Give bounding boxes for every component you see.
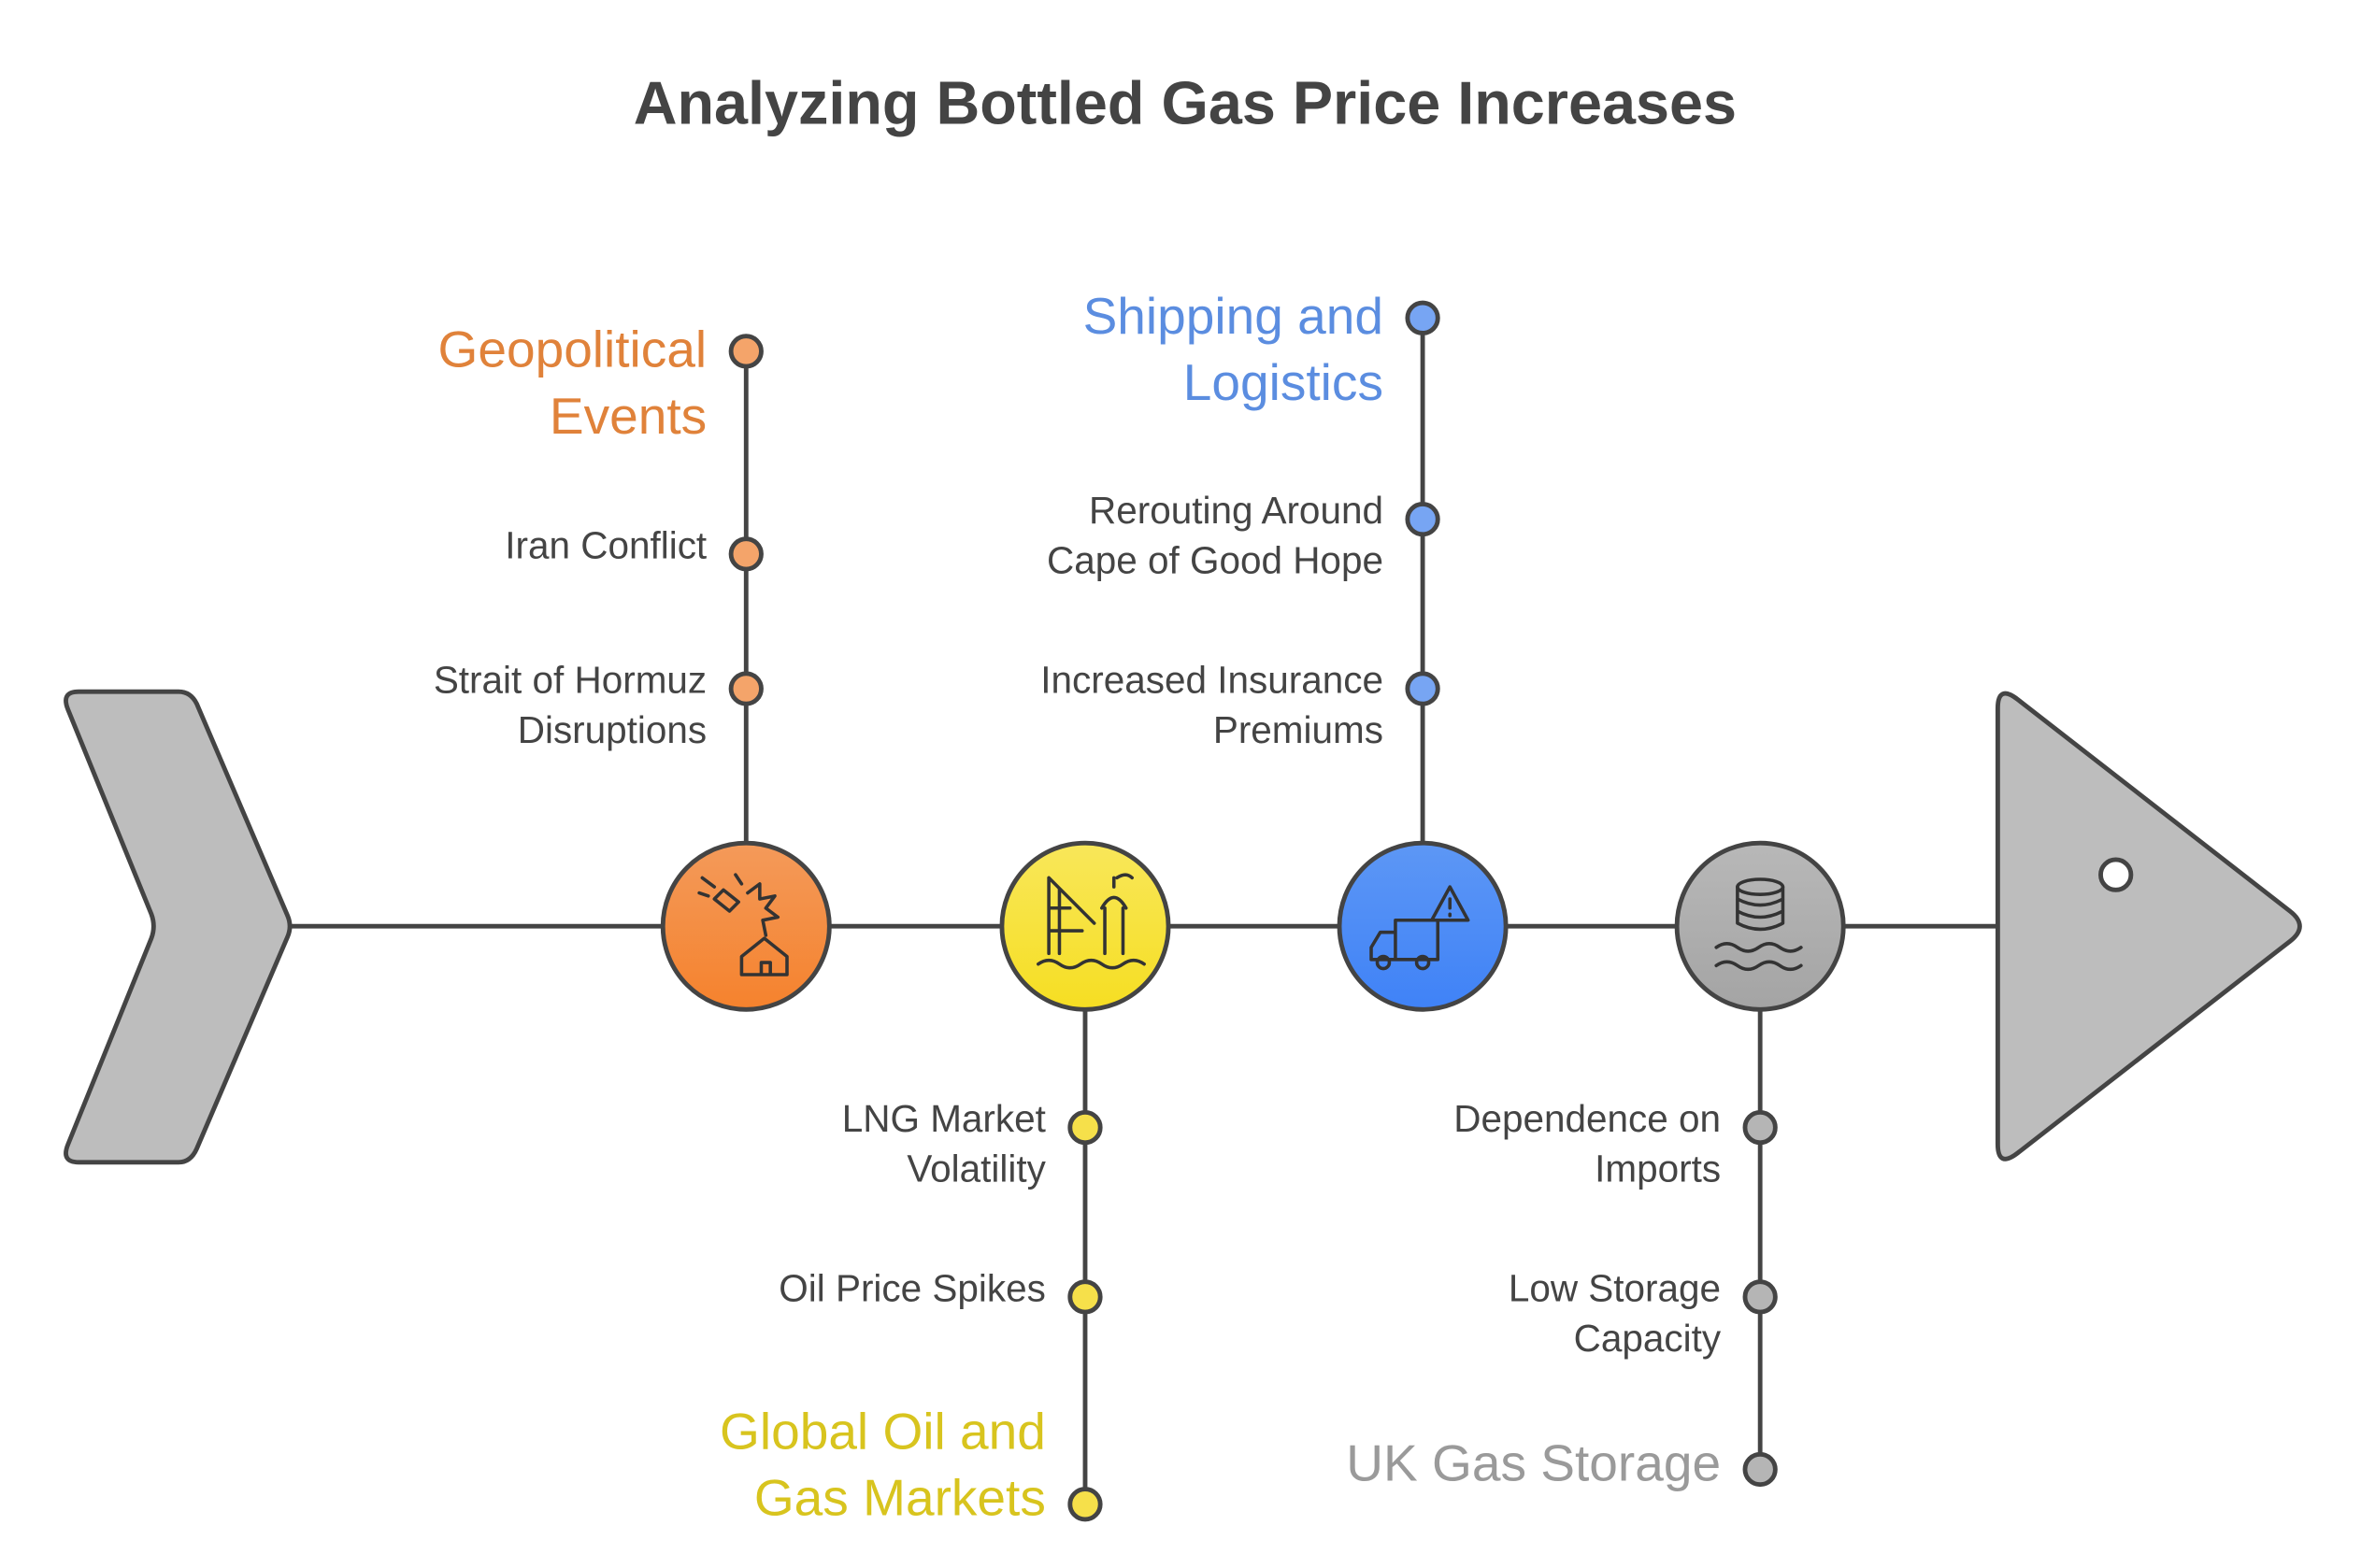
item-dot <box>728 536 764 572</box>
truck-warning-icon <box>1369 885 1470 971</box>
cause-item-line: Increased Insurance <box>1040 658 1383 701</box>
cause-item-line: Iran Conflict <box>505 523 707 566</box>
category-circle <box>1674 840 1846 1012</box>
conflict-icon <box>697 873 789 976</box>
cause-item-line: Strait of Hormuz <box>434 658 707 701</box>
cause-item-line: Cape of Good Hope <box>1047 538 1383 581</box>
branch: Global Oil and Gas Markets LNG Market Volat… <box>720 840 1171 1526</box>
cause-item: LNG Market Volatility <box>842 1097 1047 1190</box>
cause-item-line: Imports <box>1595 1147 1721 1190</box>
cause-item: Low Storage Capacity <box>1509 1266 1722 1359</box>
branch-title-line: UK Gas Storage <box>1346 1433 1721 1491</box>
cause-item: Iran Conflict <box>505 523 707 566</box>
branches: Geopolitical Events Iran Conflict Strait of… <box>434 286 1846 1526</box>
item-dot <box>1067 1109 1103 1146</box>
branch-title-line: Events <box>550 386 707 444</box>
cause-item-line: Disruptions <box>518 708 707 751</box>
oil-rig-icon <box>1037 873 1146 970</box>
head-eye <box>2098 857 2134 892</box>
cause-item: Dependence on Imports <box>1453 1097 1721 1190</box>
cause-item-line: Capacity <box>1574 1317 1722 1360</box>
title-dot <box>1067 1487 1103 1522</box>
branch: Geopolitical Events Iran Conflict Strait of… <box>434 320 832 1012</box>
cause-item: Rerouting Around Cape of Good Hope <box>1047 489 1383 581</box>
branch-title-line: Geopolitical <box>438 320 708 378</box>
title-dot <box>1405 300 1440 335</box>
branch: UK Gas Storage Dependence on Imports Low St… <box>1346 840 1846 1491</box>
cause-item-line: LNG Market <box>842 1097 1046 1140</box>
category-circle <box>999 840 1171 1012</box>
cause-item-line: Volatility <box>907 1147 1046 1190</box>
title-dot <box>1742 1451 1778 1488</box>
cause-item: Increased Insurance Premiums <box>1040 658 1383 750</box>
branch-title-line: Gas Markets <box>754 1468 1046 1526</box>
storage-icon <box>1714 877 1803 972</box>
cause-item-line: Premiums <box>1213 708 1383 751</box>
cause-item-line: Oil Price Spikes <box>779 1266 1046 1309</box>
branch-title: Global Oil and Gas Markets <box>720 1402 1046 1526</box>
cause-item-line: Rerouting Around <box>1089 489 1383 532</box>
cause-item-line: Dependence on <box>1453 1097 1721 1140</box>
category-circle <box>1337 840 1509 1012</box>
item-dot <box>1742 1279 1778 1315</box>
cause-item-line: Low Storage <box>1509 1266 1721 1309</box>
category-circle <box>660 840 832 1012</box>
branch-title: Geopolitical Events <box>438 320 708 444</box>
cause-item: Strait of Hormuz Disruptions <box>434 658 707 750</box>
title: Analyzing Bottled Gas Price Increases <box>634 68 1737 136</box>
item-dot <box>1742 1109 1778 1146</box>
branch-title: UK Gas Storage <box>1346 1433 1721 1491</box>
branch-title-line: Global Oil and <box>720 1402 1046 1460</box>
item-dot <box>1067 1279 1103 1315</box>
item-dot <box>1405 502 1440 537</box>
branch-title: Shipping and Logistics <box>1083 286 1383 410</box>
branch-title-line: Logistics <box>1183 353 1383 411</box>
branch-title-line: Shipping and <box>1083 286 1383 344</box>
tail-chevron <box>64 689 293 1165</box>
head-arrow <box>1995 691 2302 1162</box>
icons <box>697 873 1803 976</box>
item-dot <box>1405 671 1440 706</box>
item-dot <box>728 671 764 706</box>
title-dot <box>728 334 764 369</box>
cause-item: Oil Price Spikes <box>779 1266 1046 1309</box>
